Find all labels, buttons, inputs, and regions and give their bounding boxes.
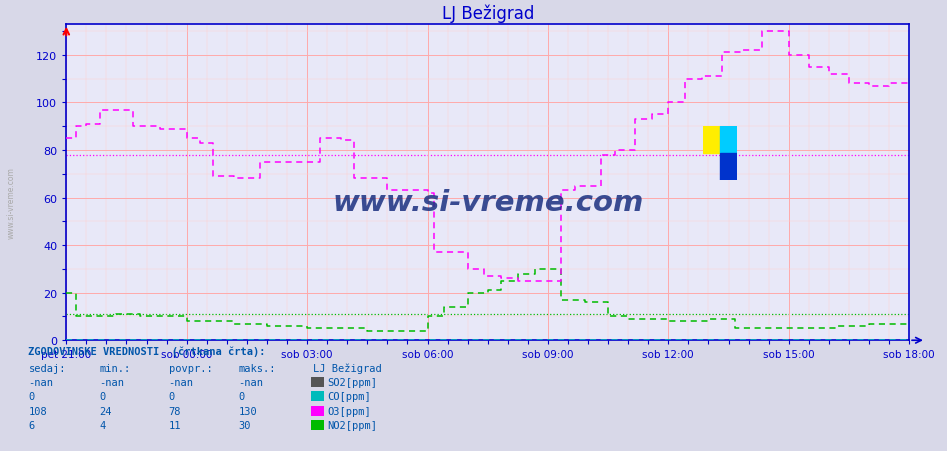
Text: 11: 11: [169, 420, 181, 430]
Text: SO2[ppm]: SO2[ppm]: [328, 377, 378, 387]
Text: www.si-vreme.com: www.si-vreme.com: [332, 189, 643, 217]
Title: LJ Bežigrad: LJ Bežigrad: [441, 5, 534, 23]
Text: -nan: -nan: [99, 377, 124, 387]
Text: www.si-vreme.com: www.si-vreme.com: [7, 167, 16, 239]
Bar: [720, 153, 737, 180]
Text: ZGODOVINSKE VREDNOSTI  (črtkana črta):: ZGODOVINSKE VREDNOSTI (črtkana črta):: [28, 345, 266, 356]
Text: 0: 0: [99, 391, 106, 401]
Text: CO[ppm]: CO[ppm]: [328, 391, 371, 401]
Text: 24: 24: [99, 406, 112, 416]
Text: 108: 108: [28, 406, 47, 416]
Text: LJ Bežigrad: LJ Bežigrad: [313, 362, 382, 373]
Text: 0: 0: [28, 391, 35, 401]
Text: min.:: min.:: [99, 363, 131, 373]
Bar: [703, 126, 720, 153]
Text: 30: 30: [239, 420, 251, 430]
Text: NO2[ppm]: NO2[ppm]: [328, 420, 378, 430]
Text: -nan: -nan: [169, 377, 193, 387]
Text: 130: 130: [239, 406, 258, 416]
Text: povpr.:: povpr.:: [169, 363, 212, 373]
Bar: [720, 126, 737, 153]
Text: 0: 0: [169, 391, 175, 401]
Text: -nan: -nan: [28, 377, 53, 387]
Text: -nan: -nan: [239, 377, 263, 387]
Text: 6: 6: [28, 420, 35, 430]
Text: O3[ppm]: O3[ppm]: [328, 406, 371, 416]
Text: 4: 4: [99, 420, 106, 430]
Text: 78: 78: [169, 406, 181, 416]
Text: maks.:: maks.:: [239, 363, 277, 373]
Text: 0: 0: [239, 391, 245, 401]
Text: sedaj:: sedaj:: [28, 363, 66, 373]
